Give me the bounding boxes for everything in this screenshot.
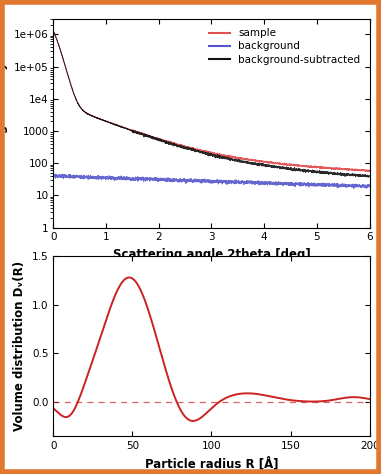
Y-axis label: Scattering intensity I: Scattering intensity I: [0, 53, 8, 193]
Y-axis label: Volume distribution Dᵥ(R): Volume distribution Dᵥ(R): [13, 261, 26, 431]
Legend: sample, background, background-subtracted: sample, background, background-subtracte…: [205, 24, 364, 69]
X-axis label: Particle radius R [Å]: Particle radius R [Å]: [145, 456, 278, 470]
X-axis label: Scattering angle 2theta [deg]: Scattering angle 2theta [deg]: [112, 248, 311, 261]
